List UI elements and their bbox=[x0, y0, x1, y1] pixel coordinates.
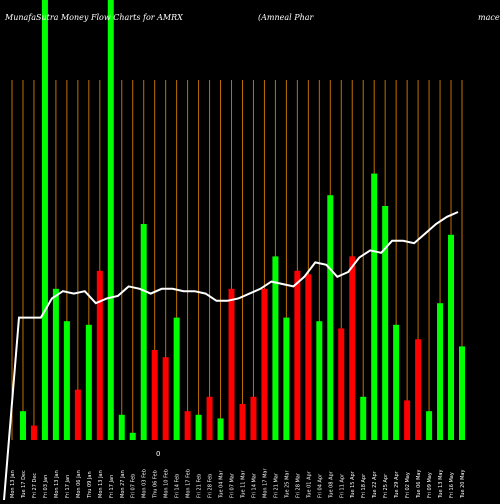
x-tick-label-28: Fri 04 Apr bbox=[317, 473, 323, 498]
chart-title-far-right: mace bbox=[478, 13, 500, 22]
money-flow-line bbox=[3, 211, 459, 501]
x-tick-label-6: Mon 06 Jan bbox=[76, 470, 82, 498]
x-tick-label-30: Fri 11 Apr bbox=[339, 473, 345, 498]
bar-12 bbox=[140, 224, 147, 440]
bar-11 bbox=[129, 432, 136, 440]
ticks-layer: Mon 13 Jan Tue 17 Dec Fri 27 Dec Fri 03 Jan… bbox=[10, 468, 466, 499]
bar-25 bbox=[283, 317, 290, 440]
x-tick-label-41: Tue 20 May bbox=[460, 470, 466, 499]
x-tick-label-14: Mon 10 Feb bbox=[164, 469, 170, 498]
bar-31 bbox=[349, 256, 356, 440]
x-tick-label-19: Tue 04 Mar bbox=[219, 470, 225, 499]
bar-6 bbox=[74, 389, 81, 440]
x-tick-label-0: Mon 13 Jan bbox=[10, 470, 16, 498]
x-tick-label-15: Fri 14 Feb bbox=[175, 474, 181, 498]
bar-10 bbox=[118, 414, 125, 440]
bars-layer bbox=[19, 0, 465, 440]
bar-3 bbox=[41, 0, 48, 440]
x-tick-label-1: Tue 17 Dec bbox=[21, 470, 27, 499]
x-tick-label-9: Fri 17 Jan bbox=[109, 475, 115, 498]
bar-13 bbox=[151, 350, 158, 440]
x-tick-label-5: Fri 17 Jan bbox=[65, 475, 71, 498]
bar-38 bbox=[426, 411, 433, 440]
x-tick-label-40: Fri 16 May bbox=[449, 472, 455, 498]
x-tick-label-29: Tue 08 Apr bbox=[328, 470, 334, 499]
bar-14 bbox=[162, 357, 169, 440]
x-tick-label-20: Fri 07 Mar bbox=[230, 472, 236, 498]
x-tick-label-36: Fri 02 May bbox=[405, 472, 411, 498]
x-tick-label-26: Fri 28 Mar bbox=[295, 472, 301, 498]
bar-28 bbox=[316, 321, 323, 440]
bar-5 bbox=[63, 321, 70, 440]
bar-18 bbox=[206, 396, 213, 440]
x-tick-label-35: Tue 29 Apr bbox=[394, 470, 400, 499]
bar-7 bbox=[85, 324, 92, 440]
bar-32 bbox=[360, 396, 367, 440]
bar-17 bbox=[195, 414, 202, 440]
bar-35 bbox=[393, 324, 400, 440]
bar-8 bbox=[96, 270, 103, 440]
bar-23 bbox=[261, 288, 268, 440]
bar-15 bbox=[173, 317, 180, 440]
x-tick-label-11: Fri 07 Feb bbox=[131, 474, 137, 498]
x-tick-label-33: Tue 22 Apr bbox=[372, 470, 378, 499]
bar-39 bbox=[437, 303, 444, 440]
bar-4 bbox=[52, 288, 59, 440]
bar-22 bbox=[250, 396, 257, 440]
x-tick-label-34: Fri 25 Apr bbox=[383, 473, 389, 498]
bar-1 bbox=[19, 411, 26, 440]
bar-41 bbox=[459, 346, 465, 440]
x-tick-label-17: Fri 21 Feb bbox=[197, 474, 203, 498]
bar-37 bbox=[415, 339, 422, 440]
x-tick-label-18: Fri 28 Feb bbox=[208, 474, 214, 498]
bar-29 bbox=[327, 195, 334, 440]
x-tick-label-4: Mon 13 Jan bbox=[54, 470, 60, 498]
x-tick-label-7: Thu 09 Jan bbox=[87, 471, 93, 499]
line-layer bbox=[3, 211, 459, 501]
bar-40 bbox=[448, 234, 455, 440]
y-axis-label: 0 bbox=[156, 450, 160, 458]
bar-20 bbox=[228, 288, 235, 440]
bar-2 bbox=[30, 425, 37, 440]
bar-19 bbox=[217, 418, 224, 440]
x-tick-label-3: Fri 03 Jan bbox=[43, 475, 49, 498]
x-tick-label-21: Tue 11 Mar bbox=[241, 470, 247, 499]
bar-33 bbox=[371, 173, 378, 440]
chart-title-right: (Amneal Phar bbox=[258, 13, 315, 22]
bar-34 bbox=[382, 206, 389, 440]
x-tick-label-10: Mon 27 Jan bbox=[120, 470, 126, 498]
bar-36 bbox=[404, 400, 411, 440]
x-tick-label-24: Fri 21 Mar bbox=[273, 472, 279, 498]
x-tick-label-32: Fri 18 Apr bbox=[361, 473, 367, 498]
x-tick-label-37: Tue 06 May bbox=[416, 470, 422, 499]
x-tick-label-38: Fri 09 May bbox=[427, 472, 433, 498]
bar-16 bbox=[184, 411, 191, 440]
x-tick-label-22: Fri 14 Mar bbox=[252, 472, 258, 498]
x-tick-label-27: Tue 01 Apr bbox=[306, 470, 312, 499]
bar-9 bbox=[107, 0, 114, 440]
bar-30 bbox=[338, 328, 345, 440]
x-tick-label-2: Fri 27 Dec bbox=[32, 473, 38, 498]
x-tick-label-16: Mon 17 Feb bbox=[186, 469, 192, 498]
x-tick-label-23: Mon 17 Mar bbox=[262, 468, 268, 498]
chart-title-left: MunafaSutra Money Flow Charts for AMRX bbox=[4, 13, 183, 22]
x-tick-label-12: Mon 03 Feb bbox=[142, 469, 148, 498]
x-tick-label-31: Tue 15 Apr bbox=[350, 470, 356, 499]
bar-26 bbox=[294, 270, 301, 440]
x-tick-label-25: Tue 25 Mar bbox=[284, 470, 290, 499]
x-tick-label-8: Mon 13 Jan bbox=[98, 470, 104, 498]
x-tick-label-13: Thu 06 Feb bbox=[153, 470, 159, 499]
bar-24 bbox=[272, 256, 279, 440]
bar-27 bbox=[305, 274, 312, 440]
bar-21 bbox=[239, 404, 246, 440]
x-tick-label-39: Tue 13 May bbox=[438, 470, 444, 499]
